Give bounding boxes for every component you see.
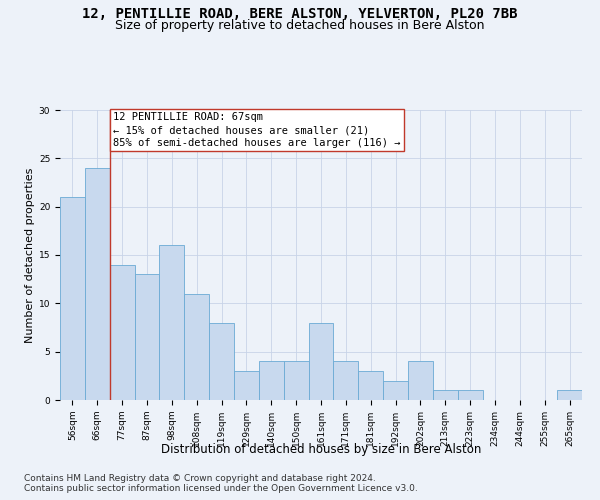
Bar <box>284 362 308 400</box>
Text: Contains public sector information licensed under the Open Government Licence v3: Contains public sector information licen… <box>24 484 418 493</box>
Text: Distribution of detached houses by size in Bere Alston: Distribution of detached houses by size … <box>161 442 481 456</box>
Text: Contains HM Land Registry data © Crown copyright and database right 2024.: Contains HM Land Registry data © Crown c… <box>24 474 376 483</box>
Bar <box>358 371 383 400</box>
Bar <box>433 390 458 400</box>
Bar <box>334 362 358 400</box>
Bar <box>134 274 160 400</box>
Text: 12 PENTILLIE ROAD: 67sqm
← 15% of detached houses are smaller (21)
85% of semi-d: 12 PENTILLIE ROAD: 67sqm ← 15% of detach… <box>113 112 401 148</box>
Bar <box>458 390 482 400</box>
Bar <box>557 390 582 400</box>
Bar <box>85 168 110 400</box>
Y-axis label: Number of detached properties: Number of detached properties <box>25 168 35 342</box>
Bar <box>160 246 184 400</box>
Bar <box>60 197 85 400</box>
Text: Size of property relative to detached houses in Bere Alston: Size of property relative to detached ho… <box>115 19 485 32</box>
Bar <box>383 380 408 400</box>
Bar <box>110 264 134 400</box>
Bar <box>209 322 234 400</box>
Bar <box>234 371 259 400</box>
Bar <box>259 362 284 400</box>
Text: 12, PENTILLIE ROAD, BERE ALSTON, YELVERTON, PL20 7BB: 12, PENTILLIE ROAD, BERE ALSTON, YELVERT… <box>82 8 518 22</box>
Bar <box>308 322 334 400</box>
Bar <box>408 362 433 400</box>
Bar <box>184 294 209 400</box>
